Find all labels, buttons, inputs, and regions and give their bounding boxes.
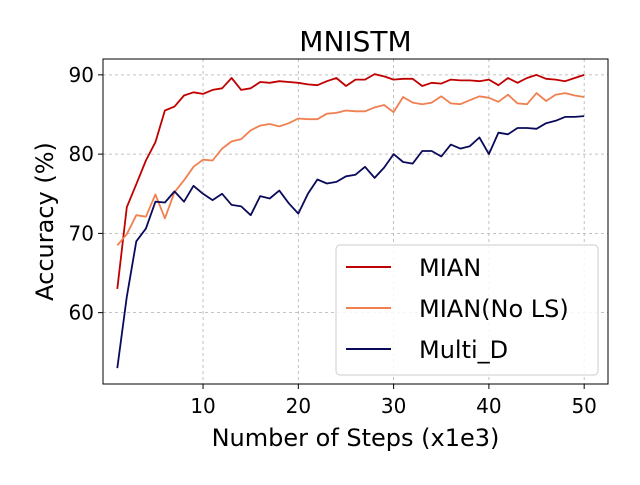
y-tick-label: 60 (69, 301, 94, 325)
legend-label-2: MIAN(No LS) (419, 295, 569, 323)
x-tick-label: 50 (571, 394, 596, 418)
axis-ticks: 10 20 30 40 50 60 70 80 90 (69, 63, 597, 418)
chart-title: MNISTM (299, 25, 411, 58)
y-tick-label: 90 (69, 63, 94, 87)
x-axis-label: Number of Steps (x1e3) (212, 424, 500, 452)
x-tick-label: 40 (476, 394, 501, 418)
y-tick-label: 70 (69, 221, 94, 245)
legend-label-1: MIAN (419, 254, 481, 282)
x-tick-label: 10 (190, 394, 215, 418)
legend-box (335, 244, 599, 376)
series-line-1 (116, 73, 585, 290)
x-tick-label: 20 (286, 394, 311, 418)
legend: MIAN MIAN(No LS) Multi_D (335, 244, 599, 376)
x-tick-label: 30 (381, 394, 406, 418)
series-line-2 (116, 92, 585, 246)
y-axis-label: Accuracy (%) (31, 142, 59, 301)
series-line-3 (116, 115, 585, 369)
legend-label-3: Multi_D (419, 336, 508, 364)
series-lines (116, 73, 585, 369)
plot-frame (102, 58, 609, 385)
y-tick-label: 80 (69, 142, 94, 166)
